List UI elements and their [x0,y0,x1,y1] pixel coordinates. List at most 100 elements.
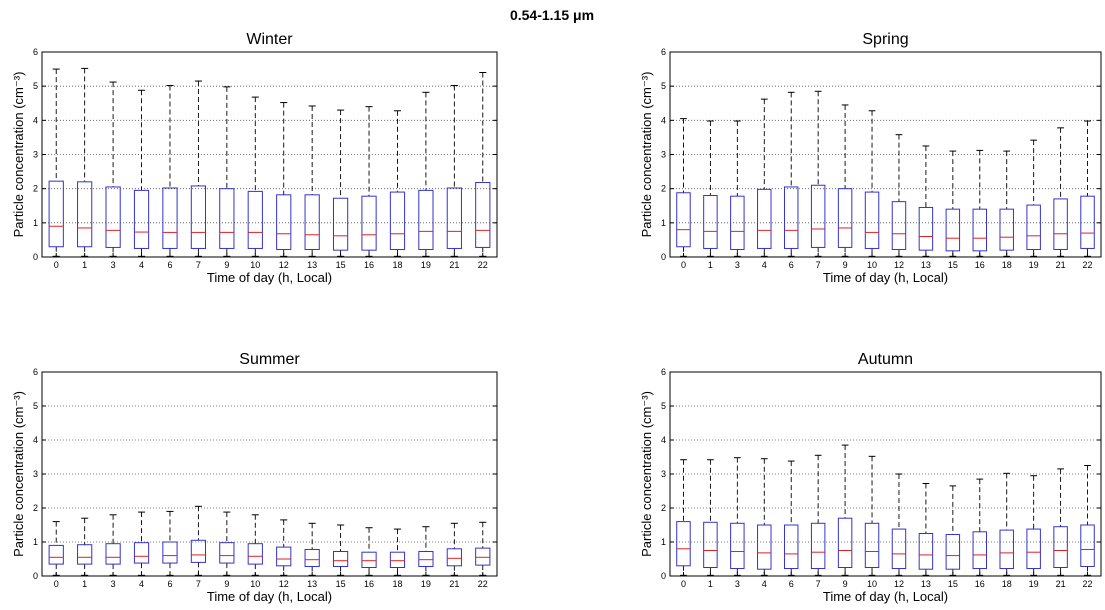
x-tick-label: 1 [708,260,713,270]
box-iqr [332,551,349,567]
box-iqr [810,522,826,570]
box-iqr [1026,528,1041,570]
box-13 [918,145,934,257]
box-18 [999,472,1014,576]
x-tick-label: 3 [111,579,116,589]
box-9 [837,444,853,576]
box-iqr [918,206,934,251]
y-axis-label: Particle concentration (cm⁻³) [639,391,654,557]
x-tick-label: 19 [421,260,431,270]
x-tick-label: 13 [921,579,931,589]
x-axis-label: Time of day (h, Local) [823,270,948,285]
x-tick-label: 7 [196,579,201,589]
box-iqr [757,188,772,249]
box-iqr [361,551,377,569]
x-tick-label: 1 [708,579,713,589]
x-tick-label: 16 [975,579,985,589]
x-tick-label: 19 [1029,579,1039,589]
x-tick-label: 4 [139,260,144,270]
x-tick-label: 3 [111,260,116,270]
box-9 [837,104,853,257]
box-iqr [972,208,988,252]
x-tick-label: 15 [948,579,958,589]
x-tick-label: 7 [816,579,821,589]
y-tick-label: 4 [33,115,38,125]
y-tick-label: 4 [33,435,38,445]
box-6 [783,460,799,576]
x-tick-label: 3 [735,260,740,270]
box-21 [1053,468,1068,576]
box-15 [332,109,349,257]
x-tick-label: 18 [1002,260,1012,270]
y-tick-label: 6 [661,47,666,57]
x-tick-label: 6 [789,260,794,270]
x-tick-label: 19 [1029,260,1039,270]
box-iqr [730,195,745,250]
x-tick-label: 4 [762,579,767,589]
y-tick-label: 2 [661,503,666,513]
box-iqr [703,521,718,569]
box-iqr [219,188,235,249]
box-12 [276,102,292,257]
box-13 [304,105,320,257]
y-tick-label: 0 [661,252,666,262]
x-tick-label: 22 [1083,260,1093,270]
box-iqr [361,195,377,251]
box-iqr [918,533,934,570]
box-10 [247,96,263,257]
y-tick-label: 0 [33,252,38,262]
box-iqr [77,544,93,565]
x-tick-label: 21 [1056,579,1066,589]
panel-title: Autumn [858,351,913,368]
x-tick-label: 1 [82,260,87,270]
box-iqr [276,194,292,250]
y-tick-label: 1 [661,218,666,228]
x-tick-label: 0 [681,579,686,589]
x-tick-label: 21 [1056,260,1066,270]
box-iqr [389,551,406,569]
box-iqr [190,185,207,249]
panel-title: Summer [239,351,300,368]
y-axis-label: Particle concentration (cm⁻³) [639,72,654,238]
plot-frame [41,371,498,577]
x-tick-label: 0 [681,260,686,270]
y-tick-label: 3 [661,469,666,479]
box-iqr [247,543,263,565]
box-iqr [999,529,1014,570]
box-21 [446,84,462,257]
box-16 [361,527,377,576]
box-15 [945,485,961,576]
box-iqr [891,528,907,570]
box-iqr [730,522,745,570]
x-tick-label: 18 [392,260,402,270]
box-22 [475,521,491,576]
box-iqr [1026,204,1041,250]
box-21 [1053,127,1068,257]
box-iqr [190,539,207,563]
y-tick-label: 1 [33,218,38,228]
box-12 [891,134,907,257]
x-tick-label: 10 [867,260,877,270]
box-3 [105,514,121,576]
x-tick-label: 0 [54,260,59,270]
x-tick-label: 10 [867,579,877,589]
x-tick-label: 21 [449,579,459,589]
box-12 [891,473,907,576]
box-iqr [837,517,853,569]
box-iqr [418,551,434,567]
box-3 [730,457,745,576]
x-tick-label: 9 [843,579,848,589]
y-tick-label: 1 [661,537,666,547]
x-tick-label: 19 [421,579,431,589]
box-iqr [105,543,121,565]
box-22 [1080,120,1095,257]
x-tick-label: 6 [167,579,172,589]
figure-suptitle: 0.54-1.15 μm [510,7,594,23]
box-iqr [676,192,691,248]
x-tick-label: 13 [307,260,317,270]
box-iqr [105,186,121,248]
